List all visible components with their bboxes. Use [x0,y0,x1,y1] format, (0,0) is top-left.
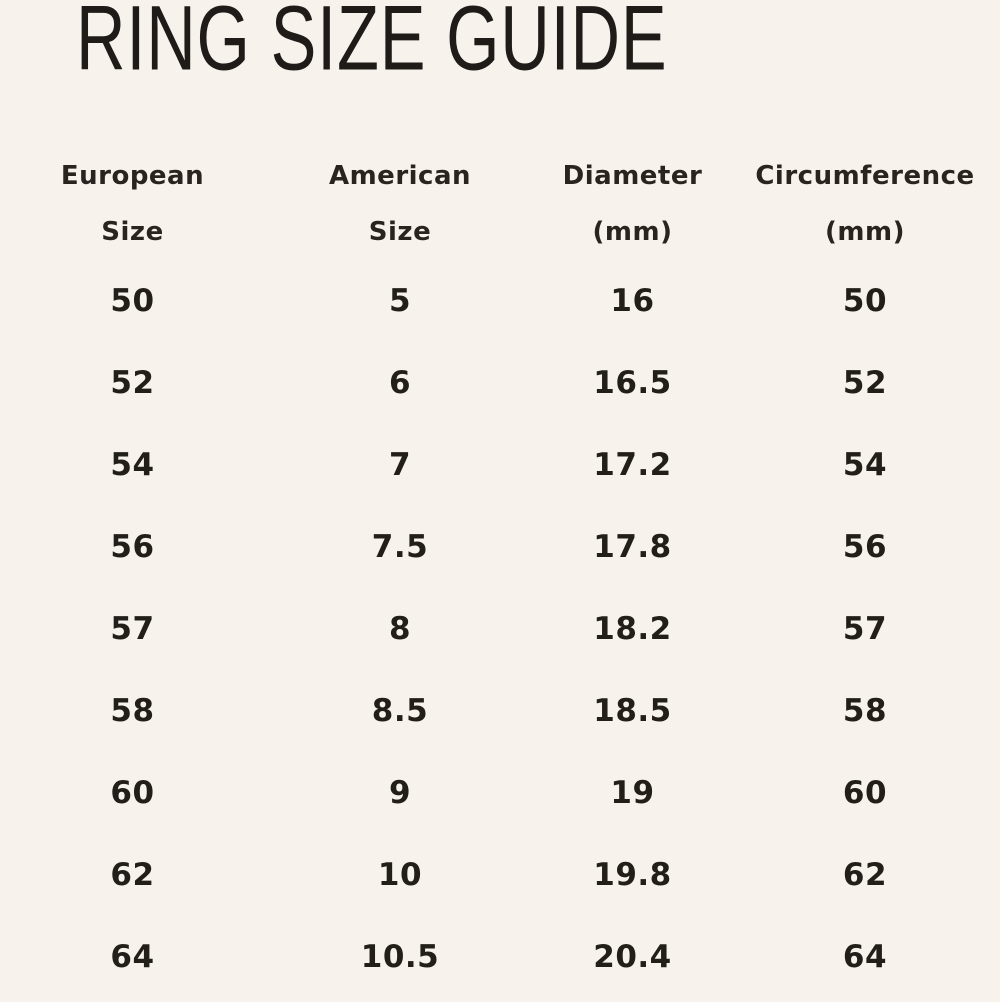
table-cell: 58 [842,693,888,729]
column-header-line1: Diameter [562,161,703,191]
table-cell: 52 [110,365,155,401]
table-cell: 56 [110,529,155,565]
table-cell: 19 [610,775,655,811]
table-cell: 57 [842,611,888,647]
column-header-european-size: European Size [0,148,265,260]
table-cell: 5 [388,283,412,319]
column-header-line1: European [60,161,205,191]
column-header-line2: Size [368,217,432,247]
table-cell: 9 [388,775,412,811]
table-cell: 54 [110,447,155,483]
table-cell: 62 [110,857,155,893]
table-cell: 6 [388,365,412,401]
page-title: RING SIZE GUIDE [76,0,668,90]
ring-size-table: European Size American Size Diameter (mm… [0,148,1000,998]
table-cell: 64 [110,939,155,975]
table-cell: 18.2 [593,611,672,647]
table-cell: 62 [842,857,888,893]
column-header-diameter-mm: Diameter (mm) [535,148,730,260]
table-cell: 20.4 [593,939,672,975]
table-cell: 57 [110,611,155,647]
table-cell: 52 [842,365,888,401]
table-cell: 7 [388,447,412,483]
column-header-american-size: American Size [265,148,535,260]
table-cell: 19.8 [593,857,672,893]
column-header-circumference-mm: Circumference (mm) [730,148,1000,260]
table-cell: 8.5 [371,693,429,729]
table-cell: 50 [110,283,155,319]
table-cell: 58 [110,693,155,729]
column-header-line2: (mm) [825,217,905,247]
table-cell: 8 [388,611,412,647]
table-cell: 54 [842,447,888,483]
table-cell: 64 [842,939,888,975]
column-header-line2: (mm) [592,217,673,247]
table-cell: 60 [842,775,888,811]
column-header-line1: American [328,161,472,191]
column-header-line2: Size [101,217,164,247]
table-cell: 7.5 [371,529,429,565]
table-cell: 16 [610,283,655,319]
table-cell: 10.5 [360,939,440,975]
table-cell: 10 [377,857,423,893]
table-cell: 50 [842,283,888,319]
column-header-line1: Circumference [755,161,975,191]
table-cell: 18.5 [593,693,672,729]
table-cell: 60 [110,775,155,811]
table-cell: 56 [842,529,888,565]
table-cell: 16.5 [593,365,672,401]
table-cell: 17.2 [593,447,672,483]
table-cell: 17.8 [593,529,672,565]
